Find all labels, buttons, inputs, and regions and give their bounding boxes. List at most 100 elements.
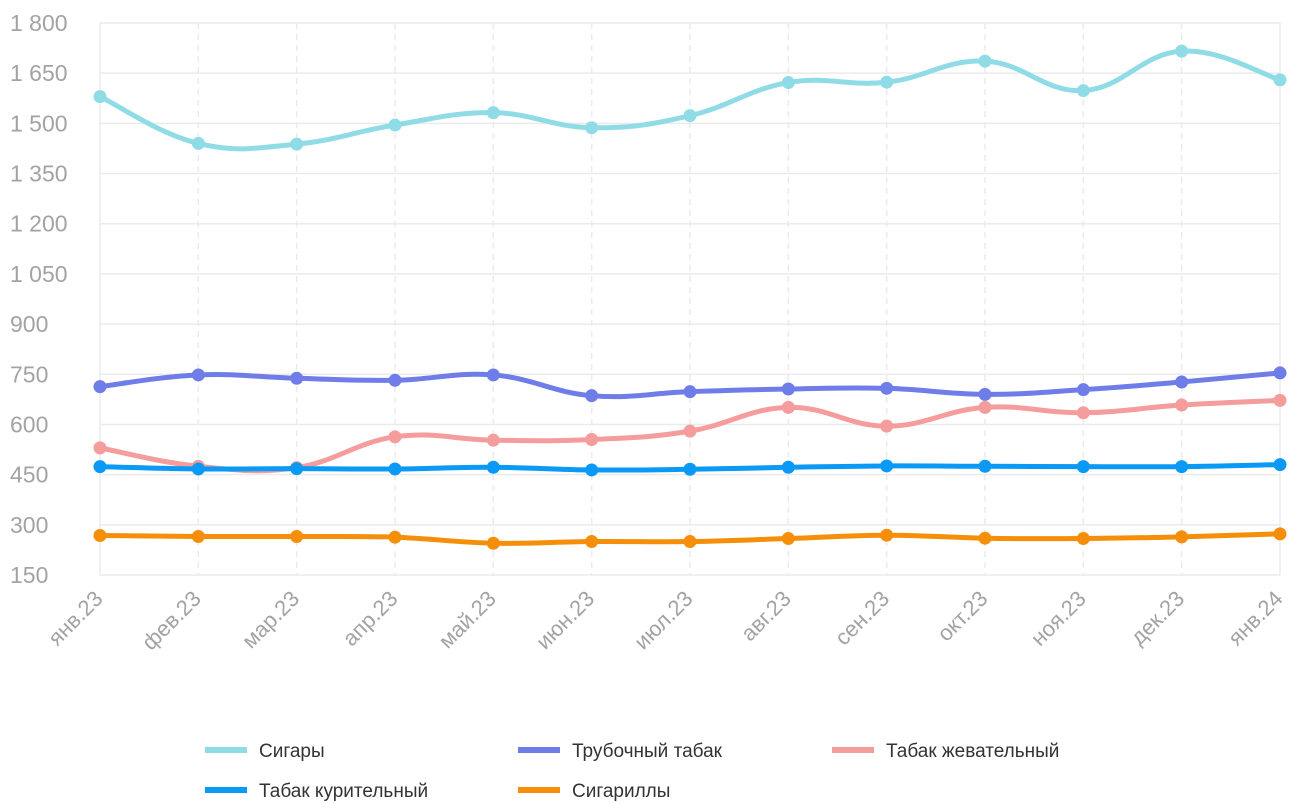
data-point[interactable] [486, 368, 500, 382]
y-tick-label: 900 [10, 311, 48, 337]
data-point[interactable] [1175, 398, 1189, 412]
legend-item[interactable]: Табак курительный [205, 781, 428, 802]
data-point[interactable] [1076, 460, 1090, 474]
data-point[interactable] [880, 459, 894, 473]
data-point[interactable] [388, 462, 402, 476]
y-tick-label: 450 [10, 462, 48, 488]
data-point[interactable] [93, 441, 107, 455]
data-point[interactable] [585, 433, 599, 447]
data-point[interactable] [683, 535, 697, 549]
legend-item[interactable]: Сигары [205, 741, 325, 762]
data-point[interactable] [585, 535, 599, 549]
series-5 [93, 527, 1287, 550]
y-tick-label: 600 [10, 411, 48, 437]
data-point[interactable] [486, 433, 500, 447]
data-point[interactable] [1273, 73, 1287, 87]
series-group [93, 44, 1287, 550]
data-point[interactable] [93, 460, 107, 474]
data-point[interactable] [388, 530, 402, 544]
data-point[interactable] [880, 381, 894, 395]
data-point[interactable] [1076, 383, 1090, 397]
data-point[interactable] [781, 400, 795, 414]
data-point[interactable] [978, 387, 992, 401]
data-point[interactable] [290, 371, 304, 385]
data-point[interactable] [781, 382, 795, 396]
data-point[interactable] [191, 462, 205, 476]
x-tick-label: сен.23 [830, 586, 894, 650]
legend-label: Трубочный табак [572, 741, 723, 762]
x-tick-label: янв.24 [1223, 586, 1288, 651]
y-tick-label: 1 050 [10, 261, 68, 287]
legend-label: Сигариллы [572, 781, 670, 802]
legend-label: Сигары [259, 741, 325, 762]
data-point[interactable] [880, 419, 894, 433]
data-point[interactable] [290, 137, 304, 151]
data-point[interactable] [388, 430, 402, 444]
x-tick-label: апр.23 [338, 586, 403, 651]
data-point[interactable] [1076, 532, 1090, 546]
data-point[interactable] [978, 400, 992, 414]
x-tick-label: окт.23 [932, 586, 992, 646]
grid [99, 22, 1281, 576]
y-tick-label: 300 [10, 512, 48, 538]
data-point[interactable] [486, 106, 500, 120]
series-3 [93, 393, 1287, 475]
data-point[interactable] [1273, 366, 1287, 380]
data-point[interactable] [585, 121, 599, 135]
x-tick-label: дек.23 [1125, 586, 1189, 650]
legend-item[interactable]: Трубочный табак [518, 741, 723, 762]
data-point[interactable] [683, 385, 697, 399]
data-point[interactable] [880, 75, 894, 89]
x-axis: янв.23 фев.23 мар.23 апр.23 май.23 июн.23 июл.… [43, 586, 1288, 655]
data-point[interactable] [191, 530, 205, 544]
legend-item[interactable]: Сигариллы [518, 781, 670, 802]
data-point[interactable] [781, 460, 795, 474]
data-point[interactable] [978, 531, 992, 545]
legend-item[interactable]: Табак жевательный [832, 741, 1059, 762]
y-tick-label: 1 200 [10, 211, 68, 237]
data-point[interactable] [781, 76, 795, 90]
data-point[interactable] [388, 118, 402, 132]
x-tick-label: июл.23 [629, 586, 697, 654]
x-tick-label: фев.23 [137, 586, 206, 655]
data-point[interactable] [1175, 375, 1189, 389]
y-tick-label: 150 [10, 562, 48, 588]
data-point[interactable] [191, 136, 205, 150]
data-point[interactable] [880, 528, 894, 542]
x-tick-label: янв.23 [43, 586, 108, 651]
data-point[interactable] [683, 109, 697, 123]
data-point[interactable] [781, 532, 795, 546]
data-point[interactable] [1076, 406, 1090, 420]
data-point[interactable] [978, 459, 992, 473]
data-point[interactable] [683, 424, 697, 438]
x-tick-label: июн.23 [531, 586, 599, 654]
data-point[interactable] [191, 368, 205, 382]
y-tick-label: 1 650 [10, 60, 68, 86]
data-point[interactable] [1273, 458, 1287, 472]
data-point[interactable] [1175, 44, 1189, 58]
data-point[interactable] [290, 530, 304, 544]
data-point[interactable] [1273, 527, 1287, 541]
data-point[interactable] [1175, 530, 1189, 544]
y-tick-label: 1 350 [10, 161, 68, 187]
data-point[interactable] [1076, 84, 1090, 98]
data-point[interactable] [388, 373, 402, 387]
legend-label: Табак жевательный [886, 741, 1059, 762]
legend: Сигары Трубочный табак Табак жевательный Та… [205, 741, 1059, 802]
data-point[interactable] [1273, 393, 1287, 407]
data-point[interactable] [486, 460, 500, 474]
y-tick-label: 750 [10, 361, 48, 387]
series-2 [93, 366, 1287, 403]
data-point[interactable] [93, 90, 107, 104]
data-point[interactable] [683, 462, 697, 476]
data-point[interactable] [585, 389, 599, 403]
data-point[interactable] [978, 54, 992, 68]
data-point[interactable] [93, 380, 107, 394]
data-point[interactable] [486, 536, 500, 550]
data-point[interactable] [585, 463, 599, 477]
x-tick-label: мар.23 [237, 586, 304, 653]
data-point[interactable] [93, 529, 107, 543]
legend-label: Табак курительный [259, 781, 428, 802]
data-point[interactable] [1175, 460, 1189, 474]
data-point[interactable] [290, 462, 304, 476]
